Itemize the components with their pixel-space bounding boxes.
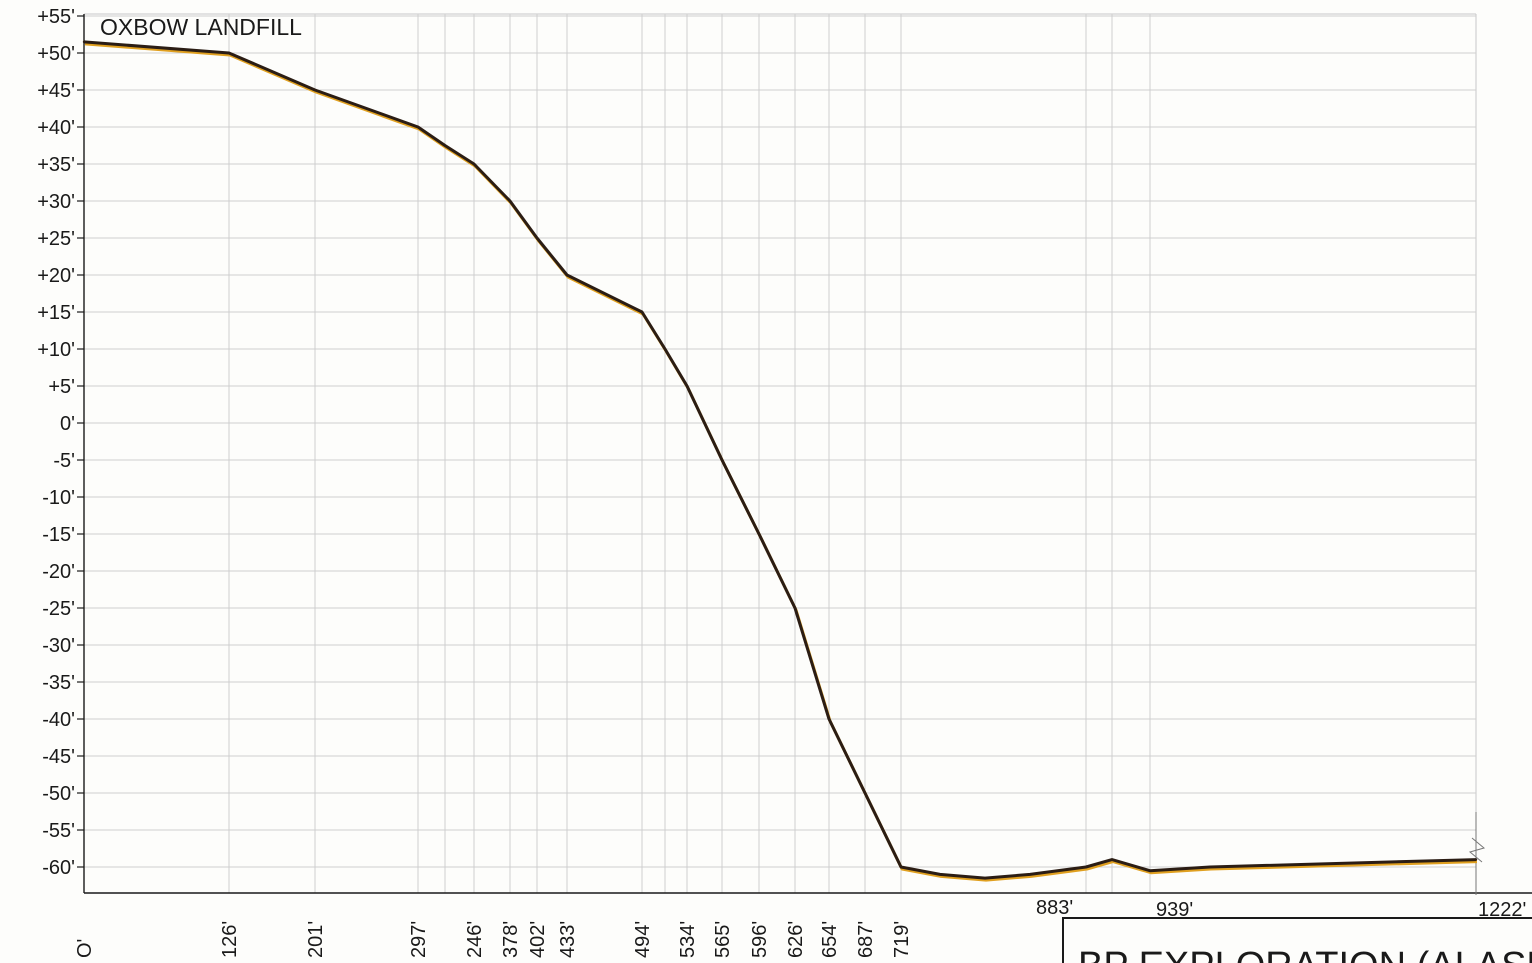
x-tick-label: 246': [464, 921, 486, 958]
y-tick-label: +25': [37, 228, 75, 250]
footer-border: [1062, 917, 1532, 963]
y-tick-label: +40': [37, 117, 75, 139]
series-point: [1110, 858, 1114, 861]
x-tick-label: 494': [632, 921, 654, 958]
series-point: [416, 125, 420, 129]
y-tick-label: -5': [53, 450, 75, 472]
y-tick-label: -10': [42, 487, 75, 509]
y-tick-label: +35': [37, 154, 75, 176]
y-tick-label: -40': [42, 709, 75, 731]
x-tick-label: 687': [855, 921, 877, 958]
y-tick-label: +15': [37, 302, 75, 324]
footer-text: BP EXPLORATION (ALASKA): [1078, 945, 1532, 963]
y-tick-label: -45': [42, 746, 75, 768]
y-tick-label: +50': [37, 43, 75, 65]
x-tick-label: 378': [500, 921, 522, 958]
x-tick-label: O': [74, 939, 96, 958]
series-point: [827, 717, 831, 721]
series-line-shadow: [84, 42, 1478, 882]
y-tick-label: -50': [42, 783, 75, 805]
series-point: [685, 384, 689, 388]
y-tick-label: -30': [42, 635, 75, 657]
y-axis-ticks: +55' +50' +45' +40' +35' +30' +25' +20' +15' +10'…: [37, 6, 84, 879]
y-tick-label: +55': [37, 6, 75, 28]
series-point: [313, 88, 317, 92]
series-point: [1084, 865, 1088, 869]
series-point: [1474, 858, 1478, 861]
series-point: [82, 40, 86, 44]
y-tick-label: +30': [37, 191, 75, 213]
x-tick-label: 1222': [1478, 899, 1526, 921]
x-tick-label: 719': [891, 921, 913, 958]
y-tick-label: -55': [42, 820, 75, 842]
x-tick-label: 626': [785, 921, 807, 958]
series-point: [983, 876, 987, 880]
series-line: [83, 40, 1477, 880]
x-axis-ticks: O' 126' 201' 297' 246' 378' 402' 433' 494' 534' 56…: [74, 897, 1526, 958]
series-point: [757, 532, 761, 536]
series-point: [938, 873, 942, 876]
chart-title: OXBOW LANDFILL: [100, 14, 302, 40]
y-tick-label: -35': [42, 672, 75, 694]
x-tick-label: 565': [712, 921, 734, 958]
series-point: [1028, 873, 1032, 876]
x-tick-label: 126': [219, 921, 241, 958]
y-tick-label: +10': [37, 339, 75, 361]
series-point: [508, 199, 512, 203]
series-point: [565, 273, 569, 277]
x-tick-label: 402': [527, 921, 549, 958]
x-tick-label: 596': [749, 921, 771, 958]
series-point: [720, 458, 724, 462]
series-point: [227, 51, 231, 55]
series-point: [899, 865, 903, 869]
x-tick-label: 433': [557, 921, 579, 958]
y-tick-label: -20': [42, 561, 75, 583]
series-point: [535, 236, 539, 240]
y-tick-label: -60': [42, 857, 75, 879]
y-tick-label: +5': [48, 376, 75, 398]
y-tick-label: +20': [37, 265, 75, 287]
series-point: [1208, 865, 1212, 869]
series-layer: [82, 40, 1478, 882]
x-tick-label: 654': [819, 921, 841, 958]
x-tick-label: 297': [408, 921, 430, 958]
series-point: [863, 791, 867, 795]
series-point: [472, 162, 476, 166]
x-tick-label: 534': [677, 921, 699, 958]
series-point: [640, 310, 644, 314]
series-point: [793, 606, 797, 610]
series-point: [443, 144, 447, 147]
footer-title-block: BP EXPLORATION (ALASKA): [1062, 917, 1532, 963]
y-tick-label: -25': [42, 598, 75, 620]
grid-lines: [84, 13, 1477, 893]
x-tick-label: 883': [1036, 897, 1073, 919]
series-point: [1148, 869, 1152, 872]
x-tick-label: 939': [1156, 899, 1193, 921]
series-point: [663, 347, 667, 351]
break-symbol: [1468, 837, 1486, 863]
chart-axes: [83, 14, 1532, 895]
y-tick-label: +45': [37, 80, 75, 102]
x-tick-label: 201': [305, 921, 327, 958]
y-tick-label: 0': [60, 413, 75, 435]
y-tick-label: -15': [42, 524, 75, 546]
